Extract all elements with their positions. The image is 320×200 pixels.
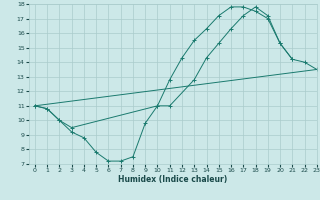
X-axis label: Humidex (Indice chaleur): Humidex (Indice chaleur) <box>118 175 228 184</box>
